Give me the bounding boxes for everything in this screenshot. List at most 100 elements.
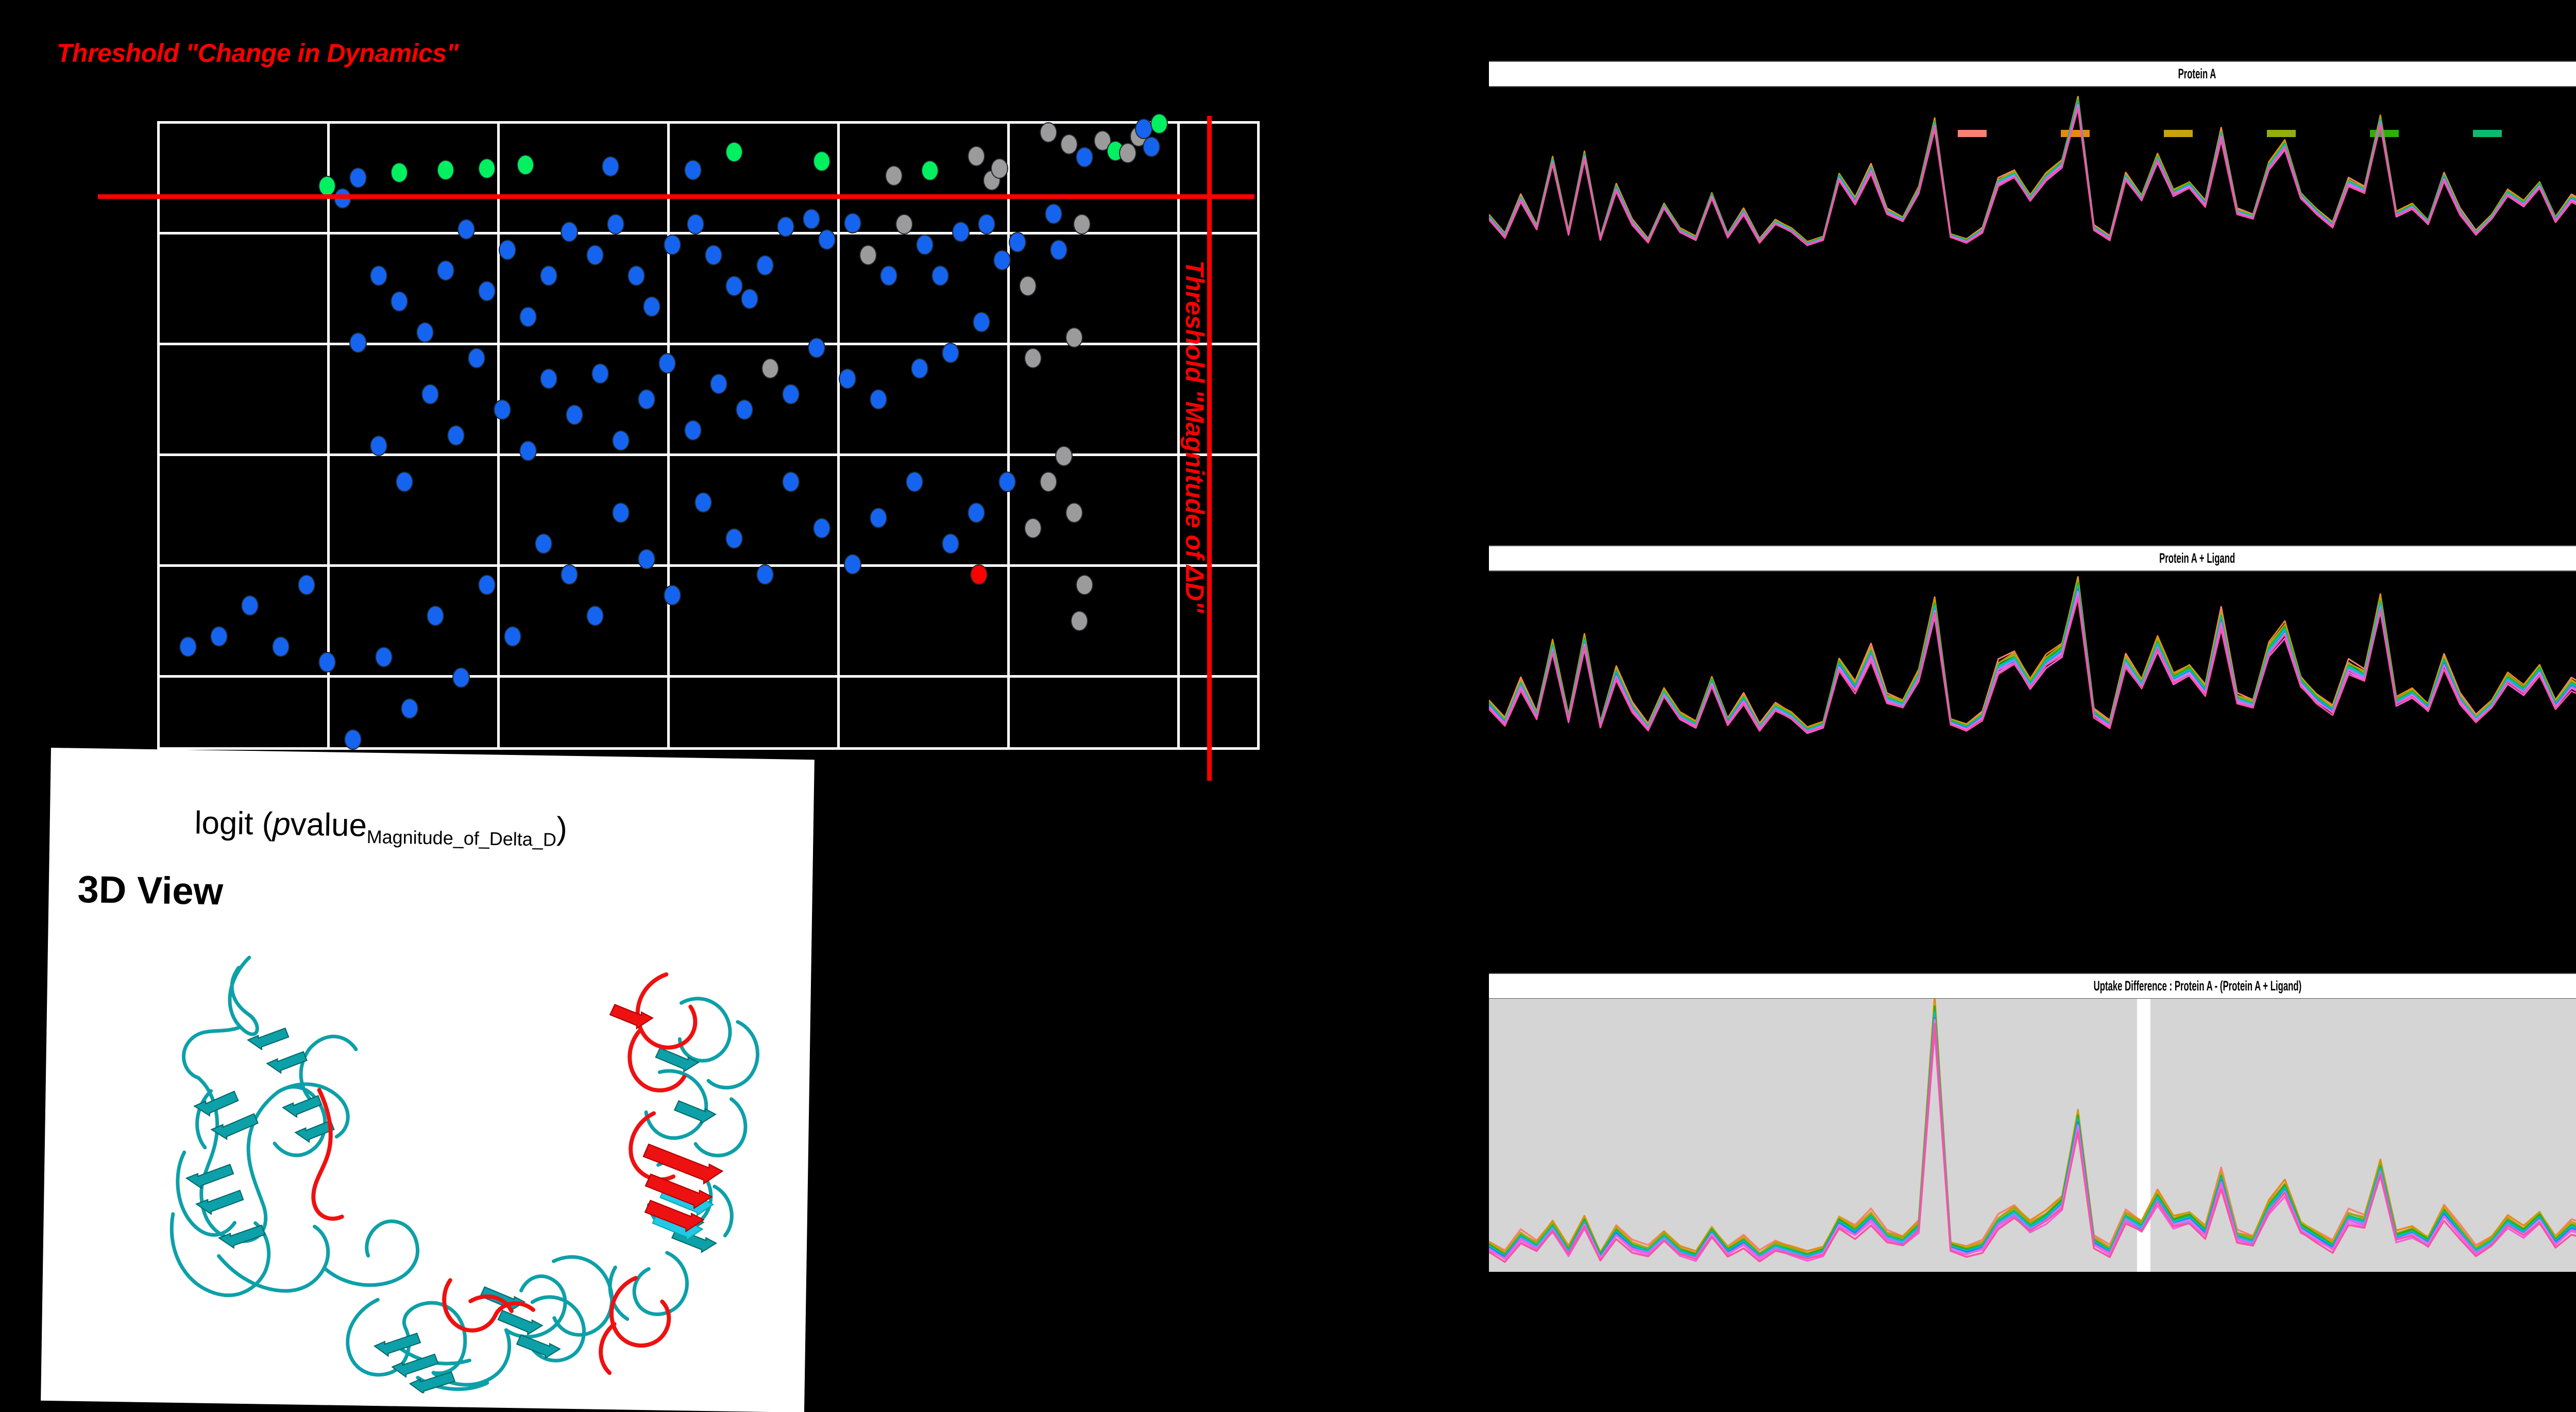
scatter-point[interactable] bbox=[561, 222, 578, 242]
scatter-point[interactable] bbox=[241, 595, 259, 616]
uptake-trace[interactable] bbox=[1489, 1022, 2576, 1263]
scatter-point[interactable] bbox=[808, 338, 825, 358]
scatter-point[interactable] bbox=[179, 636, 197, 657]
scatter-point[interactable] bbox=[998, 472, 1016, 492]
uptake-trace[interactable] bbox=[1489, 1030, 2576, 1262]
scatter-point[interactable] bbox=[375, 647, 393, 667]
scatter-point[interactable] bbox=[839, 368, 856, 389]
uptake-trace[interactable] bbox=[1489, 108, 2576, 245]
scatter-point[interactable] bbox=[818, 229, 836, 250]
scatter-point[interactable] bbox=[911, 358, 928, 379]
scatter-point[interactable] bbox=[210, 626, 228, 647]
uptake-difference-traces[interactable] bbox=[1489, 999, 2576, 1272]
scatter-point[interactable] bbox=[906, 472, 923, 492]
uptake-trace[interactable] bbox=[1489, 1005, 2576, 1256]
uptake-trace[interactable] bbox=[1489, 1003, 2576, 1255]
uptake-trace[interactable] bbox=[1489, 1017, 2576, 1259]
scatter-point[interactable] bbox=[628, 265, 645, 286]
scatter-point[interactable] bbox=[1024, 348, 1042, 368]
uptake-trace[interactable] bbox=[1489, 587, 2576, 731]
uptake-trace[interactable] bbox=[1489, 1005, 2576, 1256]
scatter-point[interactable] bbox=[318, 652, 336, 673]
uptake-trace[interactable] bbox=[1489, 1019, 2576, 1261]
scatter-point[interactable] bbox=[370, 435, 387, 456]
uptake-trace[interactable] bbox=[1489, 584, 2576, 731]
uptake-trace[interactable] bbox=[1489, 597, 2576, 733]
uptake-trace[interactable] bbox=[1489, 585, 2576, 731]
scatter-point[interactable] bbox=[1073, 214, 1091, 234]
scatter-point[interactable] bbox=[931, 265, 949, 286]
scatter-point[interactable] bbox=[895, 214, 913, 234]
uptake-trace[interactable] bbox=[1489, 99, 2576, 244]
scatter-point[interactable] bbox=[782, 384, 800, 405]
scatter-point[interactable] bbox=[391, 291, 408, 312]
uptake-trace[interactable] bbox=[1489, 101, 2576, 244]
scatter-point[interactable] bbox=[725, 528, 743, 549]
scatter-point[interactable] bbox=[586, 606, 604, 626]
scatter-point[interactable] bbox=[687, 214, 704, 234]
legend-color-swatch[interactable] bbox=[2164, 130, 2193, 137]
scatter-point[interactable] bbox=[1019, 276, 1037, 296]
scatter-point[interactable] bbox=[396, 472, 413, 492]
scatter-point[interactable] bbox=[1135, 119, 1153, 139]
scatter-point[interactable] bbox=[705, 245, 722, 265]
scatter-point[interactable] bbox=[859, 245, 877, 265]
scatter-point[interactable] bbox=[643, 296, 660, 317]
scatter-point[interactable] bbox=[777, 216, 794, 237]
scatter-point[interactable] bbox=[1055, 446, 1073, 466]
scatter-point[interactable] bbox=[638, 389, 655, 410]
scatter-point[interactable] bbox=[607, 214, 624, 234]
scatter-point[interactable] bbox=[391, 162, 408, 183]
scatter-point[interactable] bbox=[1009, 232, 1026, 253]
uptake-trace[interactable] bbox=[1489, 591, 2576, 733]
scatter-point[interactable] bbox=[561, 564, 578, 585]
scatter-point[interactable] bbox=[813, 518, 831, 539]
uptake-trace[interactable] bbox=[1489, 97, 2576, 243]
uptake-trace[interactable] bbox=[1489, 96, 2576, 243]
scatter-point[interactable] bbox=[494, 399, 511, 420]
protein-a-ligand-uptake-traces[interactable] bbox=[1489, 572, 2576, 742]
scatter-point[interactable] bbox=[540, 368, 557, 389]
scatter-point[interactable] bbox=[478, 158, 496, 179]
scatter-point[interactable] bbox=[437, 160, 454, 180]
volcano-plot-area[interactable] bbox=[98, 113, 1260, 781]
legend-color-swatch[interactable] bbox=[2473, 130, 2502, 137]
scatter-point[interactable] bbox=[452, 667, 470, 688]
3d-view-window[interactable]: logit (pvalueMagnitude_of_Delta_D) 3D Vi… bbox=[41, 748, 814, 1412]
scatter-point[interactable] bbox=[566, 405, 583, 425]
scatter-point[interactable] bbox=[741, 289, 758, 309]
scatter-point[interactable] bbox=[664, 585, 681, 606]
scatter-point[interactable] bbox=[349, 332, 367, 353]
scatter-point[interactable] bbox=[664, 234, 681, 255]
scatter-point[interactable] bbox=[437, 260, 454, 281]
uptake-trace[interactable] bbox=[1489, 592, 2576, 733]
uptake-trace[interactable] bbox=[1489, 581, 2576, 730]
scatter-point[interactable] bbox=[344, 729, 362, 750]
uptake-trace[interactable] bbox=[1489, 102, 2576, 245]
legend-color-swatch[interactable] bbox=[1958, 130, 1987, 137]
scatter-point[interactable] bbox=[1065, 502, 1083, 523]
scatter-point[interactable] bbox=[318, 176, 336, 196]
uptake-trace[interactable] bbox=[1489, 577, 2576, 730]
scatter-point[interactable] bbox=[272, 636, 290, 657]
scatter-point[interactable] bbox=[885, 165, 903, 186]
uptake-trace[interactable] bbox=[1489, 98, 2576, 244]
scatter-point[interactable] bbox=[725, 276, 743, 296]
scatter-point[interactable] bbox=[782, 472, 800, 492]
scatter-point[interactable] bbox=[916, 234, 934, 255]
uptake-trace[interactable] bbox=[1489, 999, 2576, 1255]
scatter-point[interactable] bbox=[870, 508, 887, 528]
scatter-point[interactable] bbox=[684, 420, 702, 441]
uptake-trace[interactable] bbox=[1489, 104, 2576, 245]
scatter-point[interactable] bbox=[591, 363, 609, 384]
scatter-point[interactable] bbox=[478, 281, 496, 301]
scatter-point[interactable] bbox=[612, 430, 630, 451]
scatter-point[interactable] bbox=[1076, 147, 1093, 167]
uptake-trace[interactable] bbox=[1489, 102, 2576, 245]
scatter-point[interactable] bbox=[968, 502, 985, 523]
scatter-point[interactable] bbox=[602, 156, 619, 177]
scatter-point[interactable] bbox=[844, 554, 861, 575]
scatter-point[interactable] bbox=[968, 146, 985, 166]
scatter-point[interactable] bbox=[401, 698, 418, 719]
scatter-point[interactable] bbox=[1024, 518, 1042, 539]
